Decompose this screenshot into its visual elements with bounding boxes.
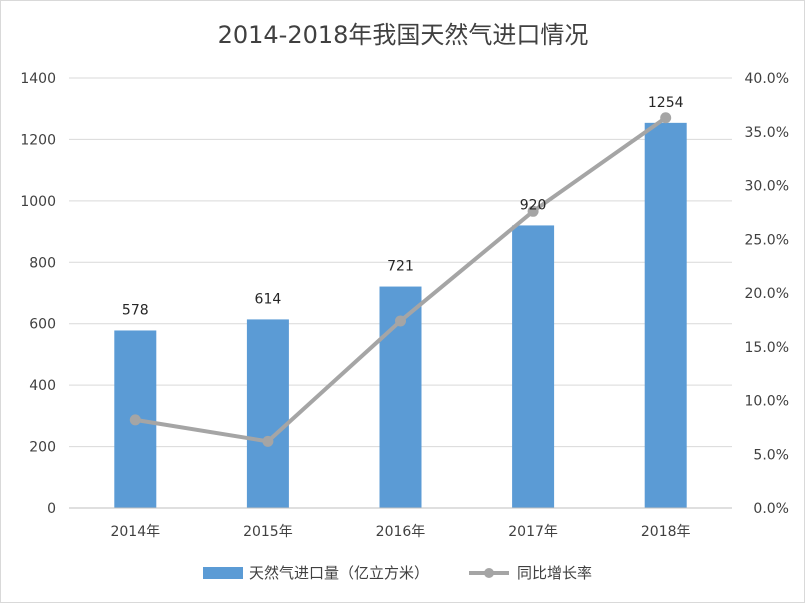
y-left-tick-label: 400 [29, 378, 56, 394]
bar-data-label: 721 [387, 259, 414, 275]
x-tick-label: 2017年 [508, 524, 558, 540]
growth-rate-point [660, 112, 672, 124]
y-right-tick-label: 35.0% [745, 125, 789, 141]
y-right-tick-label: 15.0% [745, 340, 789, 356]
growth-rate-point [129, 414, 141, 426]
y-left-tick-label: 0 [47, 501, 56, 517]
y-left-tick-label: 600 [29, 317, 56, 333]
bar-series [114, 122, 687, 508]
y-right-tick-label: 10.0% [745, 394, 789, 410]
chart-title: 2014-2018年我国天然气进口情况 [218, 21, 589, 49]
bar-data-label: 614 [255, 291, 282, 307]
legend-label-line: 同比增长率 [517, 564, 592, 582]
y-left-tick-label: 200 [29, 440, 56, 456]
y-left-tick-label: 800 [29, 255, 56, 271]
y-right-tick-label: 0.0% [753, 501, 789, 517]
y-right-tick-label: 20.0% [745, 286, 789, 302]
bar [246, 319, 289, 508]
bar [644, 122, 687, 508]
legend-swatch-bar [203, 567, 243, 579]
x-tick-label: 2014年 [110, 524, 160, 540]
y-right-tick-label: 30.0% [745, 179, 789, 195]
y-right-tick-label: 40.0% [745, 71, 789, 87]
axes: 0 200 400 600 800 1000 1200 1400 0.0% 5.0% 10.0% 15… [20, 71, 789, 540]
bar-data-label: 578 [122, 302, 149, 318]
x-tick-label: 2016年 [376, 524, 426, 540]
y-right-tick-label: 5.0% [753, 447, 789, 463]
growth-rate-point [395, 315, 406, 327]
y-left-tick-label: 1400 [20, 71, 56, 87]
bar-data-label: 920 [520, 197, 547, 213]
bar [512, 225, 555, 508]
data-labels: 578 614 721 920 1254 [122, 95, 684, 319]
y-right-tick-label: 25.0% [745, 232, 789, 248]
legend: 天然气进口量（亿立方米） 同比增长率 [203, 564, 592, 582]
line-series [129, 112, 672, 447]
growth-rate-point [527, 205, 539, 217]
legend-marker-line [484, 568, 494, 578]
bar-data-label: 1254 [648, 95, 684, 111]
growth-rate-point [262, 435, 274, 447]
legend-label-bar: 天然气进口量（亿立方米） [249, 564, 429, 582]
y-left-tick-label: 1000 [20, 194, 56, 210]
y-left-tick-label: 1200 [20, 132, 56, 148]
x-tick-label: 2018年 [641, 524, 691, 540]
x-tick-label: 2015年 [243, 524, 293, 540]
